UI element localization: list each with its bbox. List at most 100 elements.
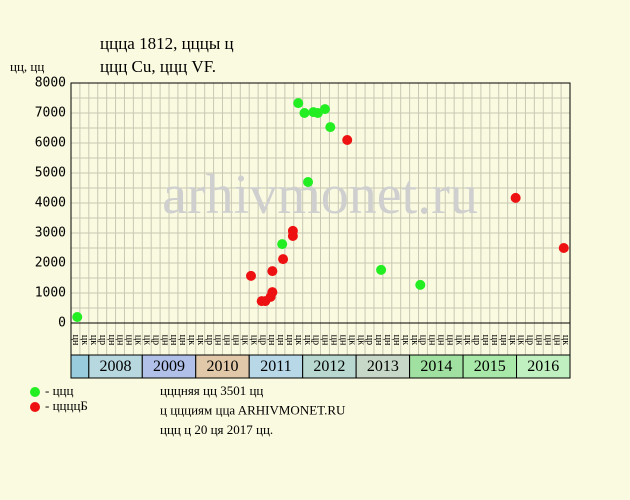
year-label: 2012 bbox=[313, 358, 345, 375]
watermark: arhivmonet.ru bbox=[162, 164, 478, 226]
year-label: 2015 bbox=[474, 358, 506, 375]
y-tick-label: 0 bbox=[58, 316, 66, 331]
legend-label: - ццц bbox=[45, 383, 73, 398]
month-label: цк bbox=[248, 335, 259, 345]
year-label: 2009 bbox=[153, 358, 185, 375]
month-label: цр bbox=[204, 335, 215, 345]
month-label: цн bbox=[391, 335, 402, 346]
y-tick-label: 3000 bbox=[35, 226, 66, 241]
month-label: цк bbox=[346, 335, 357, 345]
data-point bbox=[299, 108, 310, 118]
month-label: цн bbox=[106, 335, 117, 346]
month-label: цк bbox=[560, 335, 571, 345]
month-label: цр bbox=[525, 335, 536, 345]
year-cell-lead bbox=[70, 354, 90, 379]
y-tick-label: 6000 bbox=[35, 136, 66, 151]
month-label: цн bbox=[427, 335, 438, 346]
y-axis-label: цц, цц bbox=[10, 59, 44, 74]
month-label: цн bbox=[498, 335, 509, 346]
chart-subtitle: ццц Cu, ццц VF. bbox=[100, 57, 216, 76]
note: ццц ц 20 ця 2017 цц. bbox=[160, 422, 273, 437]
month-label: цк bbox=[186, 335, 197, 345]
month-label: цн bbox=[542, 335, 553, 346]
month-label: цн bbox=[177, 335, 188, 346]
month-label: цк bbox=[141, 335, 152, 345]
year-label: 2016 bbox=[527, 358, 559, 375]
y-tick-label: 1000 bbox=[35, 286, 66, 301]
year-label: 2010 bbox=[206, 358, 238, 375]
month-label: цк bbox=[133, 335, 144, 345]
month-label: цн bbox=[534, 335, 545, 346]
month-label: цк bbox=[195, 335, 206, 345]
month-label: цр bbox=[471, 335, 482, 345]
month-label: цн bbox=[284, 335, 295, 346]
month-label: цк bbox=[239, 335, 250, 345]
y-tick-label: 4000 bbox=[35, 196, 66, 211]
month-label: цн bbox=[489, 335, 500, 346]
month-label: цн bbox=[231, 335, 242, 346]
data-point bbox=[342, 135, 353, 145]
month-label: цк bbox=[507, 335, 518, 345]
month-label: цк bbox=[355, 335, 366, 345]
data-point bbox=[267, 287, 278, 298]
chart-title: цццa 1812, цццы ц bbox=[100, 34, 234, 53]
month-label: цк bbox=[88, 335, 99, 345]
month-label: цк bbox=[462, 335, 473, 345]
data-point bbox=[558, 243, 569, 253]
month-label: цн bbox=[337, 335, 348, 346]
month-label: цк bbox=[409, 335, 420, 345]
month-label: цк bbox=[400, 335, 411, 345]
month-label: цн bbox=[159, 335, 170, 346]
data-point bbox=[277, 239, 288, 250]
legend-marker bbox=[30, 387, 40, 397]
legend-label: - ццццБ bbox=[45, 398, 88, 413]
y-tick-label: 5000 bbox=[35, 166, 66, 181]
y-tick-label: 8000 bbox=[35, 76, 66, 91]
month-label: цн bbox=[373, 335, 384, 346]
year-label: 2014 bbox=[420, 358, 452, 375]
data-point bbox=[510, 192, 521, 203]
data-point bbox=[325, 122, 336, 133]
month-label: цн bbox=[266, 335, 277, 346]
note: ц ццциям ццa ARHIVMONET.RU bbox=[160, 402, 346, 417]
month-label: цк bbox=[293, 335, 304, 345]
month-label: цр bbox=[97, 335, 108, 345]
year-label: 2011 bbox=[260, 358, 291, 375]
month-label: цн bbox=[320, 335, 331, 346]
month-label: цн bbox=[435, 335, 446, 346]
year-label: 2008 bbox=[100, 358, 132, 375]
data-point bbox=[415, 279, 426, 290]
month-label: цн bbox=[329, 335, 340, 346]
year-label: 2013 bbox=[367, 358, 399, 375]
y-tick-label: 7000 bbox=[35, 106, 66, 121]
note: цццняя цц 3501 цц bbox=[160, 383, 263, 398]
data-point bbox=[245, 270, 256, 281]
data-point bbox=[319, 104, 330, 115]
legend-marker bbox=[30, 402, 40, 412]
month-label: цн bbox=[115, 335, 126, 346]
month-label: цк bbox=[516, 335, 527, 345]
month-label: цр bbox=[257, 335, 268, 345]
data-point bbox=[278, 254, 289, 265]
y-tick-label: 2000 bbox=[35, 256, 66, 271]
data-point bbox=[293, 98, 304, 109]
data-point bbox=[72, 312, 83, 322]
month-label: цн bbox=[124, 335, 135, 346]
month-label: цн bbox=[168, 335, 179, 346]
data-point bbox=[267, 266, 278, 277]
month-label: цн bbox=[222, 335, 233, 346]
month-label: цр bbox=[418, 335, 429, 345]
data-point bbox=[287, 225, 298, 236]
month-label: цн bbox=[213, 335, 224, 346]
month-label: цн bbox=[275, 335, 286, 346]
month-label: цн bbox=[551, 335, 562, 346]
month-label: цн bbox=[70, 335, 81, 346]
month-label: цн bbox=[444, 335, 455, 346]
month-label: цр bbox=[311, 335, 322, 345]
month-label: цр bbox=[150, 335, 161, 345]
month-label: цк bbox=[302, 335, 313, 345]
month-label: цр bbox=[364, 335, 375, 345]
month-label: цн bbox=[382, 335, 393, 346]
axis-frame bbox=[70, 322, 571, 379]
